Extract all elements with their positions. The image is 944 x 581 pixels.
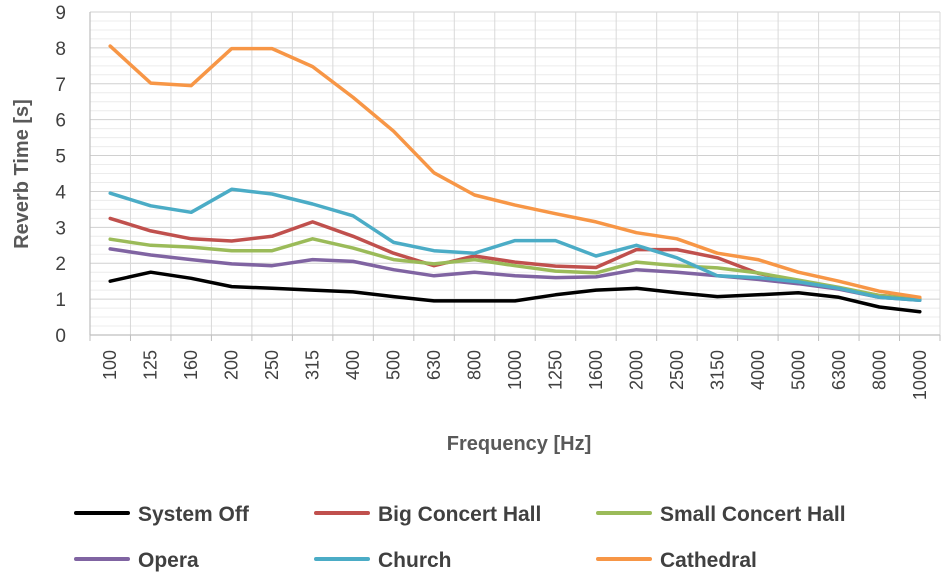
y-tick-labels: 0 1 2 3 4 5 6 7 8 9 (55, 3, 66, 347)
y-tick-label: 4 (55, 182, 66, 203)
x-axis-title: Frequency [Hz] (447, 433, 591, 455)
legend-label-opera: Opera (138, 549, 199, 572)
x-tick-label: 200 (222, 350, 242, 380)
y-tick-label: 0 (55, 326, 66, 347)
x-tick-labels: 100 125 160 200 250 315 400 500 630 800 1000 1250 16… (100, 350, 930, 400)
x-tick-label: 125 (141, 350, 161, 380)
series-line-small-concert-hall (108, 237, 922, 301)
x-tick-label: 315 (303, 350, 323, 380)
x-tick-label: 8000 (869, 350, 889, 390)
legend-label-cathedral: Cathedral (660, 549, 757, 572)
legend-label-church: Church (378, 549, 452, 572)
legend-label-big-concert-hall: Big Concert Hall (378, 503, 541, 526)
x-tick-label: 1600 (586, 350, 606, 390)
x-tick-label: 400 (343, 350, 363, 380)
x-tick-label: 1250 (545, 350, 565, 390)
x-tick-label: 500 (384, 350, 404, 380)
y-tick-label: 8 (55, 39, 66, 60)
y-tick-label: 9 (55, 3, 66, 24)
x-tick-label: 3150 (707, 350, 727, 390)
axes (89, 12, 941, 341)
series-lines (108, 44, 922, 314)
y-tick-label: 2 (55, 254, 66, 275)
series-line-cathedral (108, 44, 922, 300)
y-tick-label: 7 (55, 75, 66, 96)
x-tick-label: 250 (262, 350, 282, 380)
legend: System Off Big Concert Hall Small Concert … (74, 503, 846, 572)
x-tick-label: 100 (100, 350, 120, 380)
y-tick-label: 3 (55, 218, 66, 239)
x-tick-label: 2000 (626, 350, 646, 390)
x-tick-label: 10000 (910, 350, 930, 400)
x-tick-label: 1000 (505, 350, 525, 390)
series-line-system-off (108, 270, 922, 314)
y-tick-label: 6 (55, 111, 66, 132)
y-tick-label: 1 (55, 290, 66, 311)
legend-label-system-off: System Off (138, 503, 250, 526)
x-tick-label: 4000 (748, 350, 768, 390)
series-line-church (108, 187, 922, 302)
x-tick-label: 6300 (829, 350, 849, 390)
legend-label-small-concert-hall: Small Concert Hall (660, 503, 846, 526)
x-tick-label: 160 (181, 350, 201, 380)
series-line-opera (108, 247, 922, 302)
x-tick-label: 630 (424, 350, 444, 380)
x-tick-label: 5000 (788, 350, 808, 390)
y-axis-title: Reverb Time [s] (11, 99, 33, 249)
x-tick-label: 2500 (667, 350, 687, 390)
y-tick-label: 5 (55, 147, 66, 168)
x-tick-label: 800 (465, 350, 485, 380)
